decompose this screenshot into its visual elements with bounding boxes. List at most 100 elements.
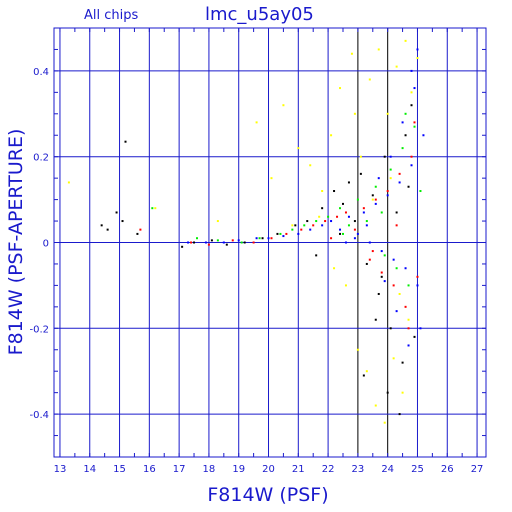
data-point [115,211,118,214]
data-point [210,239,213,242]
data-point [407,284,410,287]
data-point [353,237,356,240]
data-point [401,361,404,364]
data-point [371,250,374,253]
data-point [300,228,303,231]
data-point [362,207,365,210]
data-point [136,232,139,235]
data-point [353,228,356,231]
data-point [330,237,333,240]
data-point [365,220,368,223]
data-point [356,198,359,201]
data-point [410,91,413,94]
data-point [327,215,330,218]
data-point [398,413,401,416]
x-tick-label: 16 [143,464,156,475]
data-point [151,207,154,210]
data-point [255,121,258,124]
data-point [410,69,413,72]
data-point [67,181,70,184]
data-point [383,280,386,283]
data-point [419,190,422,193]
data-point [383,155,386,158]
data-point [309,164,312,167]
data-point [237,239,240,242]
data-point [240,241,243,244]
data-point [374,404,377,407]
data-point [291,228,294,231]
data-point [321,190,324,193]
data-point [413,125,416,128]
data-point [386,112,389,115]
data-point [336,215,339,218]
data-point [371,198,374,201]
data-point [398,292,401,295]
data-point [395,310,398,313]
data-point [398,181,401,184]
x-tick-label: 19 [232,464,245,475]
y-tick-label: 0 [43,239,49,250]
x-tick-label: 21 [292,464,305,475]
data-point [365,262,368,265]
data-point [365,370,368,373]
data-point [216,220,219,223]
data-point [267,237,270,240]
data-point [154,207,157,210]
data-point [270,237,273,240]
data-point [231,239,234,242]
data-point [222,241,225,244]
data-point [124,140,127,143]
data-point [389,168,392,171]
data-point [374,198,377,201]
y-axis-title: F814W (PSF-APERTURE) [5,129,27,356]
data-point [416,275,419,278]
data-point [252,241,255,244]
data-point [368,241,371,244]
data-point [401,147,404,150]
chart-title: lmc_u5ay05 [205,4,314,25]
data-point [309,228,312,231]
data-point [377,292,380,295]
x-tick-label: 26 [441,464,454,475]
data-point [413,121,416,124]
data-point [330,134,333,137]
data-point [339,207,342,210]
data-point [380,275,383,278]
data-point [356,348,359,351]
x-tick-label: 14 [83,464,96,475]
data-point [377,177,380,180]
data-point [347,224,350,227]
data-point [207,243,210,246]
data-point [401,121,404,124]
data-point [187,241,190,244]
data-point [404,112,407,115]
data-point [392,258,395,261]
data-point [324,220,327,223]
data-point [380,250,383,253]
data-point [139,228,142,231]
data-point [303,224,306,227]
data-point [359,172,362,175]
data-point [333,190,336,193]
data-point [410,155,413,158]
data-point [371,194,374,197]
data-point [410,104,413,107]
data-point [383,254,386,257]
data-point [315,220,318,223]
data-point [353,220,356,223]
chart-subtitle: All chips [84,8,138,23]
data-point [321,224,324,227]
data-point [225,243,228,246]
data-point [359,155,362,158]
data-point [297,232,300,235]
data-point [347,181,350,184]
data-point [243,241,246,244]
data-point [392,357,395,360]
data-point [339,87,342,90]
data-point [356,232,359,235]
data-point [121,220,124,223]
data-point [413,335,416,338]
data-point [404,134,407,137]
x-tick-label: 18 [203,464,216,475]
data-point [106,228,109,231]
